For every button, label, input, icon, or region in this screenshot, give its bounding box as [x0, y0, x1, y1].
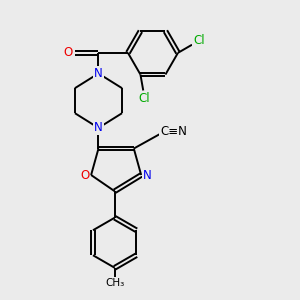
Text: O: O: [64, 46, 73, 59]
Text: O: O: [80, 169, 89, 182]
Text: C≡N: C≡N: [160, 125, 187, 138]
Text: N: N: [94, 122, 103, 134]
Text: Cl: Cl: [193, 34, 205, 47]
Text: N: N: [143, 169, 152, 182]
Text: CH₃: CH₃: [105, 278, 124, 287]
Text: Cl: Cl: [139, 92, 151, 105]
Text: N: N: [94, 67, 103, 80]
